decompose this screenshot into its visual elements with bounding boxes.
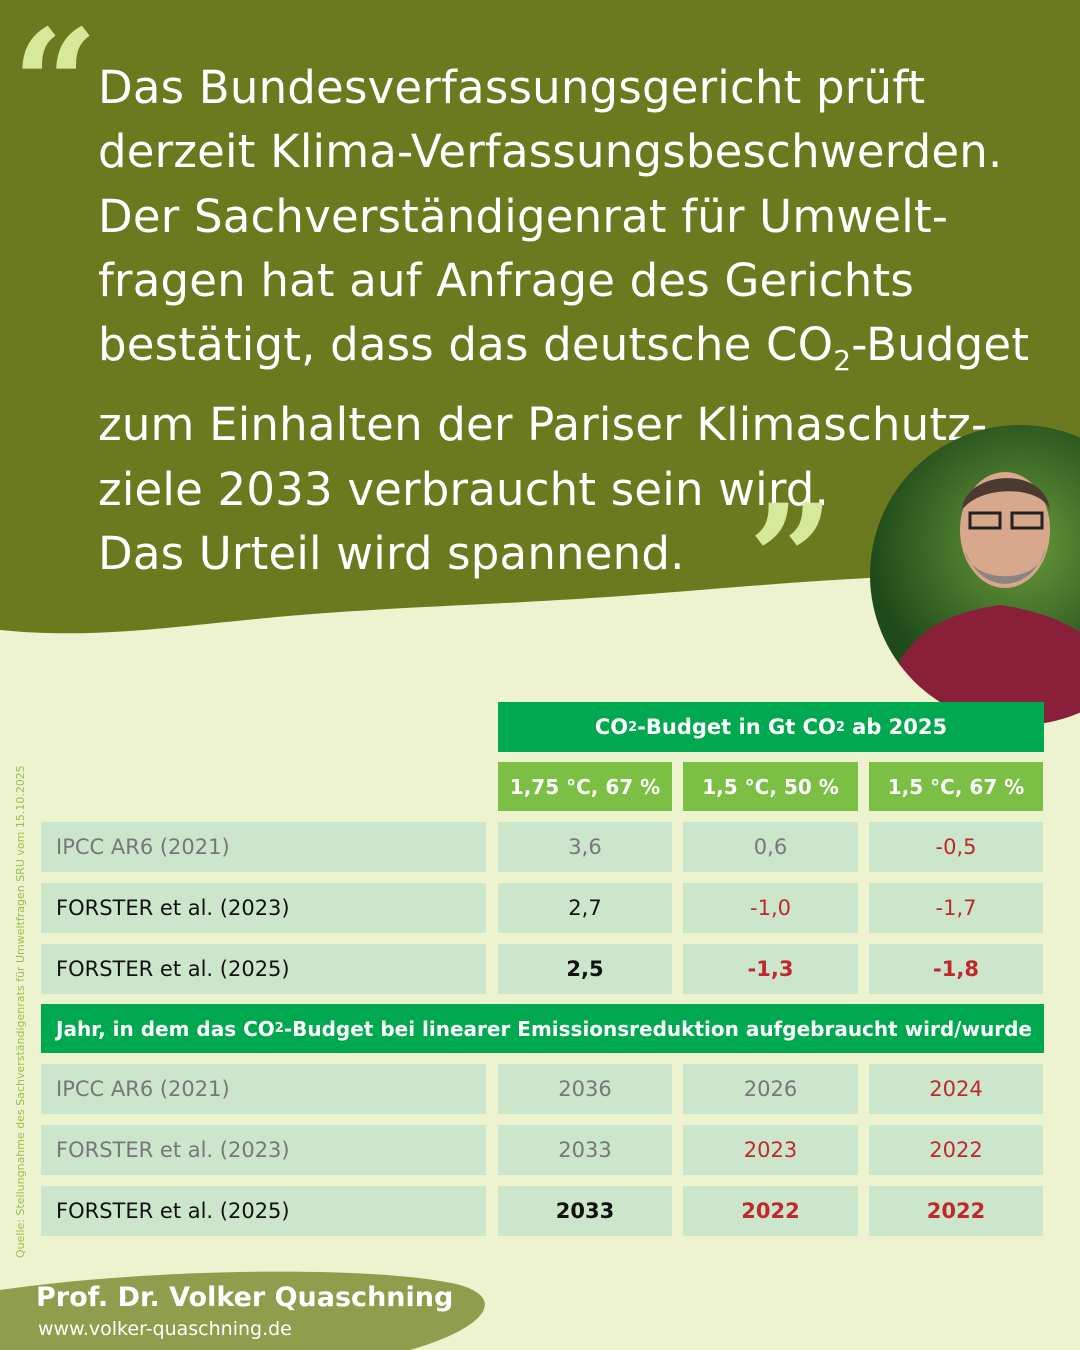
row-label: FORSTER et al. (2025) — [41, 1186, 486, 1236]
text: -Budget — [851, 318, 1030, 372]
row-label: FORSTER et al. (2025) — [41, 944, 486, 994]
text: Jahr, in dem das CO — [56, 1016, 275, 1041]
text: -Budget in Gt CO — [637, 715, 836, 739]
table-cell: -1,8 — [869, 944, 1043, 994]
table-cell: -0,5 — [869, 822, 1043, 872]
quote-line: Der Sachverständigenrat für Umwelt- — [98, 189, 949, 243]
quote-text: Das Bundesverfassungsgericht prüft derze… — [98, 56, 1048, 586]
quote-line: ziele 2033 verbraucht sein wird. — [98, 462, 830, 516]
quote-line: zum Einhalten der Pariser Klimaschutz- — [98, 398, 988, 452]
table-cell: 2,7 — [498, 883, 672, 933]
table-cell: 0,6 — [683, 822, 858, 872]
subscript: 2 — [833, 344, 852, 378]
website-link[interactable]: www.volker-quaschning.de — [38, 1318, 292, 1340]
source-note: Quelle: Stellungnahme des Sachverständig… — [14, 765, 27, 1258]
row-label: FORSTER et al. (2023) — [41, 1125, 486, 1175]
table-cell: 2024 — [869, 1064, 1043, 1114]
close-quote-icon: ” — [748, 472, 835, 648]
table-cell: 2033 — [498, 1125, 672, 1175]
row-label: FORSTER et al. (2023) — [41, 883, 486, 933]
text: bestätigt, dass das deutsche CO — [98, 318, 834, 372]
table-cell: 2026 — [683, 1064, 858, 1114]
text: ab 2025 — [844, 715, 948, 739]
table-cell: 2022 — [869, 1186, 1043, 1236]
table-cell: 2033 — [498, 1186, 672, 1236]
author-name: Prof. Dr. Volker Quaschning — [36, 1282, 454, 1313]
subscript: 2 — [274, 1021, 284, 1036]
table-cell: 2022 — [683, 1186, 858, 1236]
table-cell: 2036 — [498, 1064, 672, 1114]
quote-line: fragen hat auf Anfrage des Gerichts — [98, 253, 914, 307]
subscript: 2 — [628, 719, 638, 735]
row-label: IPCC AR6 (2021) — [41, 1064, 486, 1114]
table-cell: -1,0 — [683, 883, 858, 933]
quote-line: derzeit Klima-Verfassungsbeschwerden. — [98, 125, 1003, 179]
column-header: 1,5 °C, 50 % — [683, 762, 858, 811]
table-cell: 2,5 — [498, 944, 672, 994]
row-label: IPCC AR6 (2021) — [41, 822, 486, 872]
table-cell: -1,3 — [683, 944, 858, 994]
author-photo — [870, 425, 1080, 725]
table-cell: 2023 — [683, 1125, 858, 1175]
subscript: 2 — [835, 719, 845, 735]
text: -Budget bei linearer Emissionsreduktion … — [283, 1016, 1032, 1041]
table-cell: 3,6 — [498, 822, 672, 872]
quote-line: bestätigt, dass das deutsche CO2-Budget — [98, 313, 1048, 393]
text: CO — [594, 715, 629, 739]
year-header: Jahr, in dem das CO 2 -Budget bei linearer… — [41, 1004, 1044, 1053]
quote-line: Das Bundesverfassungsgericht prüft — [98, 61, 926, 114]
table-cell: -1,7 — [869, 883, 1043, 933]
open-quote-icon: “ — [12, 0, 99, 173]
quote-line: Das Urteil wird spannend. — [98, 527, 685, 581]
column-header: 1,75 °C, 67 % — [498, 762, 672, 811]
table-cell: 2022 — [869, 1125, 1043, 1175]
budget-header: CO 2 -Budget in Gt CO 2 ab 2025 — [498, 702, 1044, 752]
column-header: 1,5 °C, 67 % — [869, 762, 1043, 811]
